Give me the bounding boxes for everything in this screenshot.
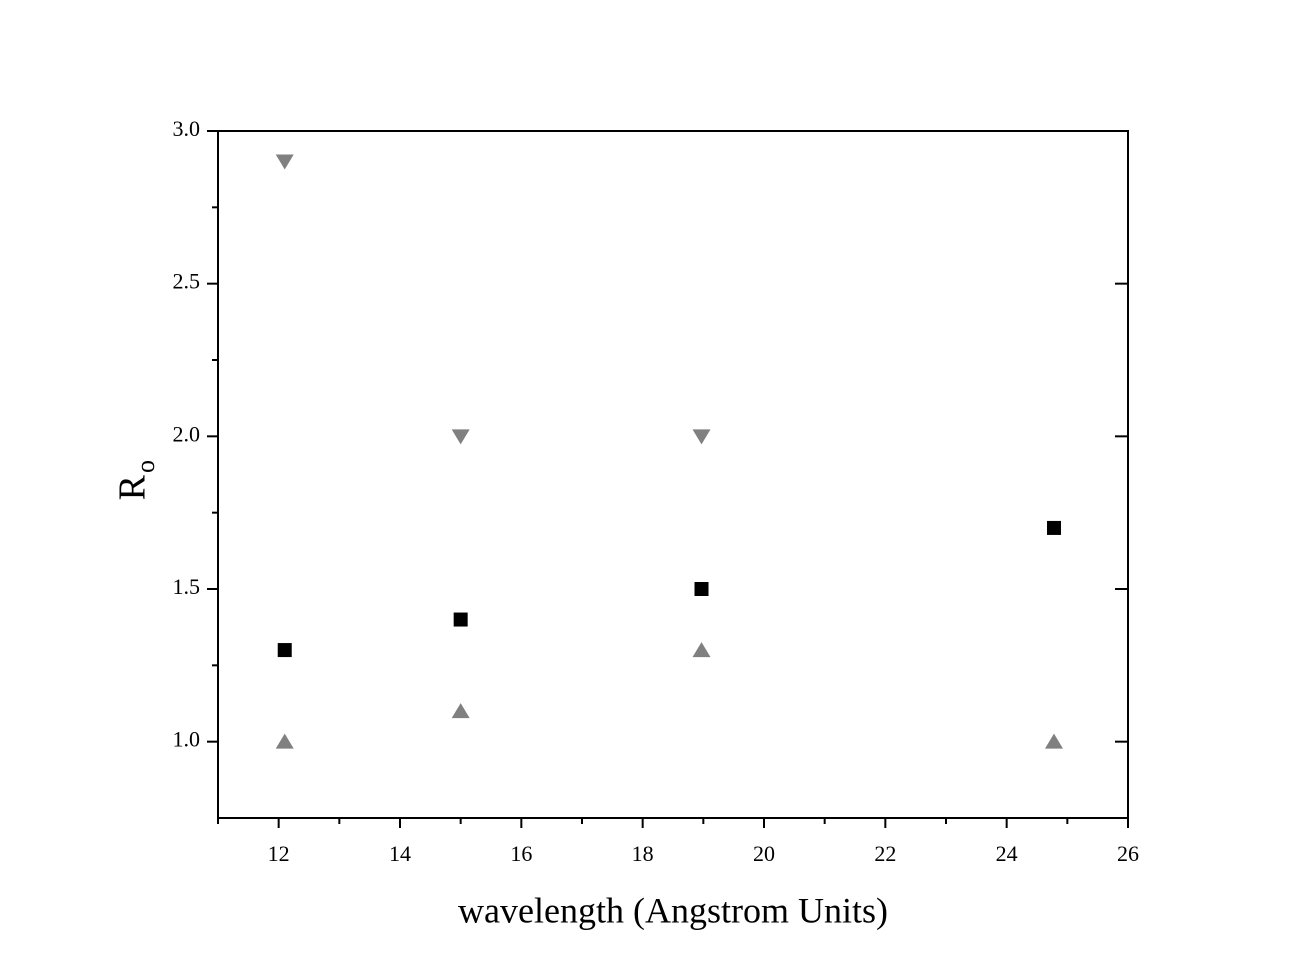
point <box>275 154 294 170</box>
y-axis-label: R <box>112 474 154 500</box>
y-axis-label-subscript: o <box>131 460 160 473</box>
plot-frame <box>217 130 1129 819</box>
y-tick-label: 1.5 <box>173 574 201 599</box>
x-tick-label: 24 <box>996 841 1018 866</box>
point <box>451 703 470 719</box>
point <box>275 733 294 749</box>
point <box>453 612 468 627</box>
x-tick-label: 12 <box>268 841 290 866</box>
point <box>692 642 711 658</box>
point <box>1044 733 1063 749</box>
x-tick-label: 18 <box>632 841 654 866</box>
y-tick-label: 3.0 <box>173 116 201 141</box>
x-tick-label: 26 <box>1117 841 1139 866</box>
y-tick-label: 2.0 <box>173 421 201 446</box>
y-tick-label: 1.0 <box>173 727 201 752</box>
x-tick-label: 20 <box>753 841 775 866</box>
point <box>694 582 709 596</box>
x-tick-label: 22 <box>874 841 896 866</box>
x-axis-label: wavelength (Angstrom Units) <box>458 890 888 930</box>
point <box>1046 520 1061 535</box>
y-axis-label-group: R o <box>112 460 160 500</box>
x-tick-label: 16 <box>510 841 532 866</box>
point <box>451 429 470 445</box>
point <box>277 643 292 658</box>
y-tick-label: 2.5 <box>173 269 201 294</box>
point <box>692 429 711 445</box>
x-tick-label: 14 <box>389 841 411 866</box>
